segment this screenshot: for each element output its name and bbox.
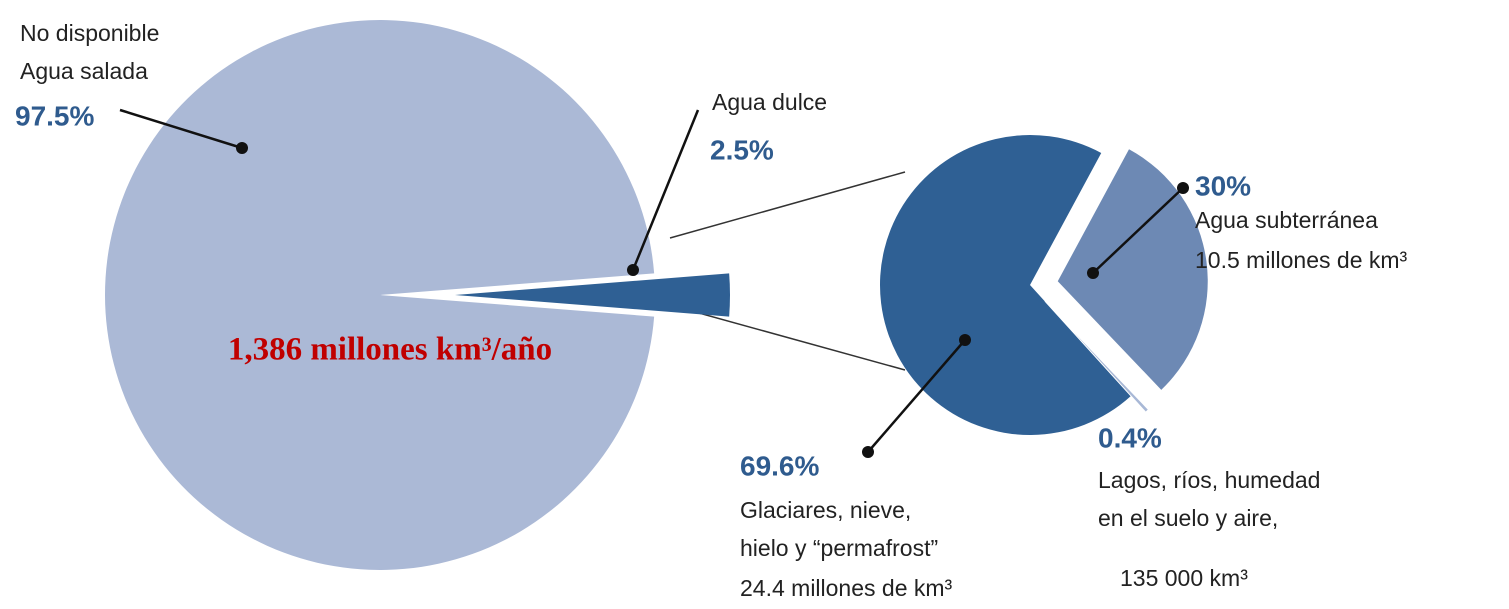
pie-slice: [1044, 300, 1150, 413]
connector: [669, 171, 906, 239]
slice-label: Agua salada: [20, 58, 148, 84]
leader-line: [631, 109, 700, 271]
leader-dot: [959, 334, 971, 346]
pie-slice: [880, 135, 1131, 436]
leader-line: [867, 339, 966, 453]
leader-line: [119, 108, 243, 150]
value-label: 69.6%: [740, 450, 819, 481]
value-label: 0.4%: [1098, 422, 1162, 453]
slice-detail: 10.5 millones de km³: [1195, 247, 1408, 273]
slice-label: Lagos, ríos, humedad: [1098, 467, 1320, 493]
value-label: 2.5%: [710, 134, 774, 165]
pie-slice: [105, 20, 655, 571]
leader-dot: [236, 142, 248, 154]
leader-dot: [862, 446, 874, 458]
slice-label: Glaciares, nieve,: [740, 497, 911, 523]
slice-label: No disponible: [20, 20, 159, 46]
slice-label: en el suelo y aire,: [1098, 505, 1278, 531]
slice-label: Agua subterránea: [1195, 207, 1378, 233]
connector: [669, 304, 906, 371]
value-label: 97.5%: [15, 100, 94, 131]
leader-line: [1092, 187, 1184, 274]
slice-detail: 135 000 km³: [1120, 565, 1248, 591]
leader-dot: [1177, 182, 1189, 194]
slice-label: Agua dulce: [712, 89, 827, 115]
leader-dot: [627, 264, 639, 276]
pie-slice: [455, 273, 730, 317]
pie-slice: [1057, 149, 1208, 390]
leader-dot: [1087, 267, 1099, 279]
slice-label: hielo y “permafrost”: [740, 535, 938, 561]
value-label: 30%: [1195, 170, 1251, 201]
annotation: 1,386 millones km³/año: [228, 332, 552, 368]
slice-detail: 24.4 millones de km³: [740, 575, 953, 601]
